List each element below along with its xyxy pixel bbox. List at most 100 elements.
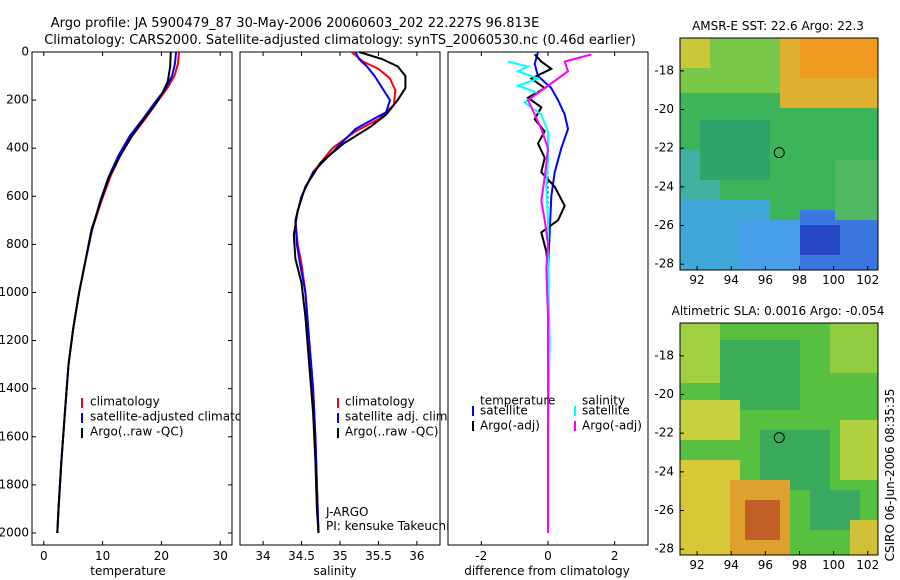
x-tick-label: 35.5 (365, 549, 392, 563)
depth-tick-label: 0 (21, 45, 29, 59)
sla-latitude-axis: -18 -20 -22 -24 -26 -28 (654, 348, 684, 556)
x-tick-label: 36 (409, 549, 424, 563)
difference-lines (507, 51, 592, 533)
temperature-x-axis: 0 10 20 30 (40, 52, 228, 563)
x-tick-label: 20 (154, 549, 169, 563)
legend-satellite: satellite-adjusted climatology (90, 410, 268, 424)
legend-salinity-header: salinity (582, 394, 625, 408)
jargo-annotation: J-ARGO (325, 505, 368, 519)
x-tick-label: 35 (332, 549, 347, 563)
salinity-xlabel: salinity (313, 564, 356, 578)
depth-tick-label: 1400 (0, 381, 29, 395)
lat-tick-label: -28 (654, 257, 674, 271)
salinity-legend: climatology satellite adj. clim. Argo(..… (337, 395, 451, 439)
depth-tick-label: 1600 (0, 429, 29, 443)
depth-tick-label: 1200 (0, 333, 29, 347)
salinity-panel: 34 34.5 35 35.5 36 salinity climatology sate… (239, 51, 451, 578)
lat-tick-label: -22 (654, 426, 674, 440)
depth-tick-label: 1800 (0, 477, 29, 491)
depth-tick-label: 600 (6, 189, 29, 203)
x-tick-label: -2 (475, 549, 487, 563)
legend-temp-argo: Argo(-adj) (480, 419, 540, 433)
lon-tick-label: 102 (856, 558, 879, 572)
lon-tick-label: 100 (822, 273, 845, 287)
temperature-xlabel: temperature (90, 564, 165, 578)
argo-location-marker (773, 432, 785, 444)
legend-satellite: satellite adj. clim. (345, 410, 451, 424)
sst-map-frame (679, 37, 879, 271)
difference-legend: temperature satellite Argo(-adj) salinit… (472, 394, 642, 433)
lon-tick-label: 98 (792, 273, 807, 287)
depth-tick-label: 400 (6, 141, 29, 155)
sst-longitude-axis: 92 94 96 98 100 102 (689, 266, 879, 287)
difference-panel: -2 0 2 difference from climatology tempera… (447, 51, 649, 578)
lon-tick-label: 98 (792, 558, 807, 572)
legend-sal-argo: Argo(-adj) (582, 419, 642, 433)
depth-tick-label: 1000 (0, 285, 29, 299)
difference-x-axis: -2 0 2 (475, 52, 618, 563)
legend-climatology: climatology (90, 395, 160, 409)
legend-argo: Argo(..raw -QC) (345, 425, 438, 439)
salinity-x-axis: 34 34.5 35 35.5 36 (255, 52, 425, 563)
lon-tick-label: 94 (724, 558, 739, 572)
x-tick-label: 34 (255, 549, 270, 563)
sla-map-title: Altimetric SLA: 0.0016 Argo: -0.054 (672, 304, 885, 318)
lat-tick-label: -28 (654, 542, 674, 556)
lat-tick-label: -22 (654, 141, 674, 155)
sst-latitude-axis: -18 -20 -22 -24 -26 -28 (654, 63, 684, 271)
x-tick-label: 10 (95, 549, 110, 563)
lon-tick-label: 92 (689, 558, 704, 572)
salinity-axes-frame (239, 51, 441, 546)
sla-map: Altimetric SLA: 0.0016 Argo: -0.054 92 94… (654, 304, 884, 572)
temperature-lines (56, 51, 181, 534)
sla-map-frame (679, 322, 879, 556)
series-line-argo (292, 51, 407, 534)
temperature-legend: climatology satellite-adjusted climatolo… (81, 395, 268, 439)
series-line-salinity-argo (526, 53, 592, 533)
legend-temp-satellite: satellite (480, 404, 528, 418)
temperature-axes-frame (31, 51, 233, 546)
lat-tick-label: -26 (654, 218, 674, 232)
argo-location-marker (773, 147, 785, 159)
x-tick-label: 34.5 (288, 549, 315, 563)
lat-tick-label: -20 (654, 387, 674, 401)
series-line-argo (56, 51, 172, 534)
x-tick-label: 2 (611, 549, 619, 563)
sst-map-title: AMSR-E SST: 22.6 Argo: 22.3 (692, 19, 864, 33)
sla-field (680, 323, 878, 555)
lat-tick-label: -20 (654, 102, 674, 116)
sst-map: AMSR-E SST: 22.6 Argo: 22.3 92 94 96 98 100 1… (654, 19, 879, 287)
depth-tick-label: 2000 (0, 525, 29, 539)
x-tick-label: 0 (544, 549, 552, 563)
lon-tick-label: 96 (758, 558, 773, 572)
x-tick-label: 30 (213, 549, 228, 563)
depth-tick-label: 200 (6, 93, 29, 107)
sst-field (680, 38, 878, 270)
credit-timestamp: CSIRO 06-Jun-2006 08:35:35 (883, 389, 897, 562)
legend-temperature-header: temperature (480, 394, 555, 408)
pi-annotation: PI: kensuke Takeuchi (326, 519, 449, 533)
lon-tick-label: 94 (724, 273, 739, 287)
lat-tick-label: -18 (654, 348, 674, 362)
sla-longitude-axis: 92 94 96 98 100 102 (689, 551, 879, 572)
lat-tick-label: -24 (654, 464, 674, 478)
depth-tick-label: 800 (6, 237, 29, 251)
difference-xlabel: difference from climatology (464, 564, 630, 578)
figure-title-line1: Argo profile: JA 5900479_87 30-May-2006 … (51, 16, 540, 31)
legend-climatology: climatology (345, 395, 415, 409)
lon-tick-label: 96 (758, 273, 773, 287)
legend-argo: Argo(..raw -QC) (90, 425, 183, 439)
salinity-lines (292, 51, 407, 534)
lon-tick-label: 100 (822, 558, 845, 572)
lat-tick-label: -26 (654, 503, 674, 517)
x-tick-label: 0 (40, 549, 48, 563)
lon-tick-label: 102 (856, 273, 879, 287)
lat-tick-label: -18 (654, 63, 674, 77)
lon-tick-label: 92 (689, 273, 704, 287)
lat-tick-label: -24 (654, 179, 674, 193)
figure-title-line2: Climatology: CARS2000. Satellite-adjuste… (44, 33, 636, 48)
series-line-salinity-satellite (507, 60, 551, 533)
legend-sal-satellite: satellite (582, 404, 630, 418)
